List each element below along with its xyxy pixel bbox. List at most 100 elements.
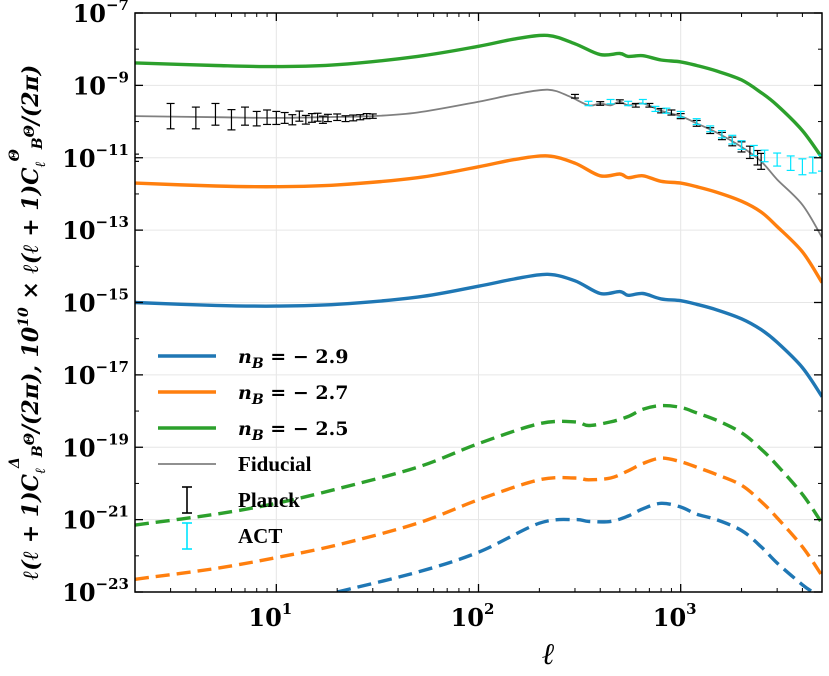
errorbar-planck-10 xyxy=(295,110,304,122)
errorbar-planck-4 xyxy=(241,106,250,126)
errorbar-act-18 xyxy=(818,154,822,172)
legend-entry-n-b-2-5: nB = − 2.5 xyxy=(158,418,348,444)
tick-base: 10 xyxy=(451,603,484,632)
series-line-0 xyxy=(135,272,822,398)
errorbar-planck-3 xyxy=(227,109,236,131)
y-label-part: 10 xyxy=(18,326,44,357)
y-label-part: C xyxy=(18,473,44,491)
errorbar-planck-11 xyxy=(301,114,310,125)
legend-label: nB = − 2.9 xyxy=(238,346,348,372)
y-label-part: C xyxy=(18,167,44,185)
legend-entry-act: ACT xyxy=(182,522,282,550)
legend-entry-n-b-2-7: nB = − 2.7 xyxy=(158,382,348,408)
errorbar-group xyxy=(135,93,822,176)
errorbar-planck-5 xyxy=(252,110,261,127)
errorbar-act-4 xyxy=(651,105,660,113)
errorbar-act-1 xyxy=(606,98,615,105)
y-tick-label: 10−13 xyxy=(62,213,129,245)
legend-value: = − 2.7 xyxy=(264,382,349,404)
tick-exponent: −9 xyxy=(106,68,129,86)
tick-exponent: −23 xyxy=(96,575,129,593)
y-label-part: × ℓ(ℓ + 1) xyxy=(18,185,44,307)
y-label-part: ℓ(ℓ + 1) xyxy=(18,491,44,580)
errorbar-planck-16 xyxy=(333,113,342,122)
tick-base: 10 xyxy=(62,289,95,318)
tick-exponent: −17 xyxy=(96,358,129,376)
legend-entry-planck: Planck xyxy=(182,486,300,514)
tick-base: 10 xyxy=(73,0,106,28)
errorbar-planck-36 xyxy=(745,145,754,160)
errorbar-act-0 xyxy=(584,100,593,107)
errorbar-planck-26 xyxy=(631,102,640,108)
tick-base: 10 xyxy=(62,433,95,462)
legend-value: = − 2.9 xyxy=(264,346,349,368)
tick-exponent: 1 xyxy=(282,600,292,618)
legend-symbol: n xyxy=(238,346,252,368)
legend-entry-fiducial: Fiducial xyxy=(158,452,312,476)
errorbar-planck-19 xyxy=(356,114,365,121)
y-label-part: ℓ xyxy=(33,161,49,167)
x-tick-label: 102 xyxy=(451,600,495,632)
errorbar-act-9 xyxy=(717,130,726,139)
errorbar-act-17 xyxy=(808,156,817,174)
tick-exponent: −7 xyxy=(106,0,129,14)
errorbar-act-10 xyxy=(728,134,737,145)
errorbar-planck-15 xyxy=(323,113,332,123)
errorbar-planck-9 xyxy=(288,114,297,126)
tick-exponent: 3 xyxy=(686,600,696,618)
errorbar-planck-8 xyxy=(280,111,289,124)
tick-exponent: −11 xyxy=(96,141,129,159)
tick-base: 10 xyxy=(62,144,95,173)
series-line-4 xyxy=(336,501,814,592)
legend-subscript: B xyxy=(251,428,264,444)
legend-symbol: n xyxy=(238,382,252,404)
series-line-1 xyxy=(135,154,822,284)
y-tick-label: 10−21 xyxy=(62,503,129,535)
errorbar-act-12 xyxy=(749,144,758,157)
y-label-part: 10 xyxy=(16,307,32,327)
errorbar-act-5 xyxy=(662,107,671,114)
series-line-2 xyxy=(135,33,822,159)
tick-base: 10 xyxy=(73,71,106,100)
grid xyxy=(135,12,822,593)
legend-label: nB = − 2.7 xyxy=(238,382,348,408)
errorbar-planck-14 xyxy=(318,115,327,124)
axis-ticks: 101 102 10310−710−910−1110−1310−1510−1710−… xyxy=(62,0,823,632)
x-tick-label: 103 xyxy=(653,600,697,632)
legend-entry-n-b-2-9: nB = − 2.9 xyxy=(158,346,348,372)
legend-subscript: B xyxy=(251,392,264,408)
legend-label: Planck xyxy=(238,488,300,512)
y-axis-label: ℓ(ℓ + 1)CℓΔBΘ/(2π), 1010 × ℓ(ℓ + 1)CℓΘBΘ… xyxy=(7,65,49,580)
y-label-part: Θ xyxy=(7,148,23,161)
errorbar-act-14 xyxy=(773,152,782,167)
errorbar-planck-22 xyxy=(135,153,139,162)
errorbar-planck-25 xyxy=(615,99,624,105)
errorbar-planck-24 xyxy=(596,101,605,106)
y-label-part: Δ xyxy=(7,457,23,469)
errorbar-planck-21 xyxy=(368,113,377,119)
tick-exponent: −15 xyxy=(96,286,129,304)
legend: nB = − 2.9nB = − 2.7nB = − 2.5FiducialPl… xyxy=(158,346,348,550)
y-tick-label: 10−19 xyxy=(62,430,129,462)
errorbar-planck-0 xyxy=(166,102,175,130)
tick-base: 10 xyxy=(62,216,95,245)
y-tick-label: 10−9 xyxy=(73,68,129,100)
errorbar-planck-29 xyxy=(667,109,676,116)
tick-base: 10 xyxy=(653,603,686,632)
y-tick-label: 10−11 xyxy=(62,141,129,173)
legend-label: Fiducial xyxy=(238,452,312,476)
errorbar-planck-6 xyxy=(263,109,272,126)
series-line-5 xyxy=(135,456,822,581)
errorbar-planck-13 xyxy=(313,112,322,122)
tick-exponent: −19 xyxy=(96,430,129,448)
legend-label: nB = − 2.5 xyxy=(238,418,348,444)
errorbar-act-15 xyxy=(786,155,795,172)
errorbar-act-11 xyxy=(737,140,746,151)
tick-base: 10 xyxy=(248,603,281,632)
tick-base: 10 xyxy=(62,506,95,535)
legend-label: ACT xyxy=(238,524,282,548)
axis-labels: ℓℓ(ℓ + 1)CℓΔBΘ/(2π), 1010 × ℓ(ℓ + 1)CℓΘB… xyxy=(7,65,555,672)
y-label-part: /(2π), xyxy=(18,357,44,435)
y-label-part: Θ xyxy=(22,432,38,445)
